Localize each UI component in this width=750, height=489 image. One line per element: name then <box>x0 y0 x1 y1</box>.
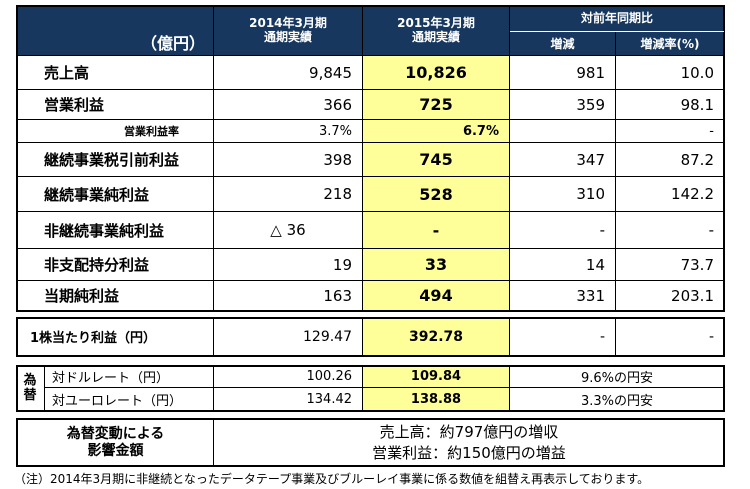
value-prev: △ 36 <box>270 221 306 239</box>
value-prev: 163 <box>323 286 352 305</box>
value-diff: 310 <box>576 185 605 203</box>
value-curr: - <box>363 212 509 248</box>
value-diff: 981 <box>576 63 605 82</box>
value-curr: 10,826 <box>363 56 509 89</box>
fx-impact-label-line2: 影響金額 <box>87 442 144 459</box>
value-rate: 10.0 <box>680 63 714 82</box>
fx-group-label-1: 為 <box>23 373 37 388</box>
value-curr: 725 <box>363 90 509 119</box>
value-curr: 494 <box>363 281 509 310</box>
row-label: 継続事業税引前利益 <box>44 151 180 169</box>
value-rate: 142.2 <box>671 185 714 203</box>
col-header-fy2015-line2: 通期実績 <box>411 30 460 44</box>
fx-impact-values: 売上高：約797億円の増収 営業利益：約150億円の増益 <box>214 420 724 465</box>
value-prev: 9,845 <box>309 63 352 82</box>
value-rate: 73.7 <box>680 255 714 274</box>
value-prev: 366 <box>323 95 352 114</box>
row-label: 営業利益率 <box>124 125 179 138</box>
col-header-change-label: 増減 <box>550 36 575 51</box>
row-label: 当期純利益 <box>44 287 120 305</box>
value-diff: - <box>599 328 605 345</box>
value-diff: 331 <box>576 286 605 305</box>
value-curr: 6.7% <box>462 123 499 139</box>
col-header-fy2015: 2015年3月期 通期実績 <box>363 5 509 55</box>
fx-usd-note: 9.6%の円安 <box>580 371 654 386</box>
value-prev: 129.47 <box>303 328 352 345</box>
fx-impact-label: 為替変動による 影響金額 <box>18 420 213 465</box>
col-header-fy2014: 2014年3月期 通期実績 <box>214 5 362 55</box>
footnote: （注）2014年3月期に非継続となったデータテープ事業及びブルーレイ事業に係る数… <box>14 471 650 486</box>
col-header-yoy-label: 対前年同期比 <box>580 11 653 25</box>
fx-usd-prev: 100.26 <box>306 369 353 384</box>
fx-usd-label: 対ドルレート（円） <box>52 371 170 386</box>
value-prev: 3.7% <box>318 123 352 139</box>
value-prev: 19 <box>332 255 352 274</box>
value-curr: 745 <box>363 143 509 176</box>
value-curr: 392.78 <box>363 318 509 355</box>
value-diff: 359 <box>576 95 605 114</box>
value-rate: 98.1 <box>680 95 714 114</box>
col-header-change-rate: 増減率(%) <box>616 32 724 55</box>
value-diff <box>510 120 615 142</box>
col-header-change-rate-label: 増減率(%) <box>640 36 700 51</box>
col-header-fy2014-line1: 2014年3月期 <box>249 16 327 30</box>
value-rate: - <box>708 221 714 239</box>
value-rate: - <box>708 328 714 345</box>
fx-eur-label: 対ユーロレート（円） <box>52 393 183 409</box>
value-rate: - <box>709 123 714 139</box>
fx-impact-label-line1: 為替変動による <box>66 425 165 442</box>
fx-group-label: 為 替 <box>18 366 42 410</box>
value-diff: 347 <box>576 150 605 169</box>
unit-label: （億円） <box>140 34 205 53</box>
fx-usd-curr: 109.84 <box>363 366 509 387</box>
fx-eur-note: 3.3%の円安 <box>580 393 654 409</box>
value-diff: 14 <box>585 255 605 274</box>
unit-header: （億円） <box>16 5 213 55</box>
fx-group-label-2: 替 <box>23 388 37 403</box>
value-prev: 398 <box>323 150 352 169</box>
col-header-fy2014-line2: 通期実績 <box>263 30 312 44</box>
value-curr: 33 <box>363 249 509 280</box>
row-label: 非支配持分利益 <box>44 256 150 274</box>
fx-impact-op: 営業利益：約150億円の増益 <box>372 443 566 462</box>
value-rate: 87.2 <box>680 150 714 169</box>
row-label: 営業利益 <box>44 96 105 114</box>
fx-impact-sales: 売上高：約797億円の増収 <box>379 422 559 441</box>
value-curr: 528 <box>363 177 509 211</box>
col-header-change: 増減 <box>510 32 615 55</box>
fx-eur-prev: 134.42 <box>306 391 353 407</box>
value-rate: 203.1 <box>671 286 714 305</box>
col-header-fy2015-line1: 2015年3月期 <box>397 16 475 30</box>
row-label: 非継続事業純利益 <box>44 221 165 240</box>
row-label: 売上高 <box>44 64 90 82</box>
fx-eur-curr: 138.88 <box>363 388 509 410</box>
col-header-yoy: 対前年同期比 <box>510 5 724 31</box>
row-label: 継続事業純利益 <box>44 185 150 204</box>
value-prev: 218 <box>323 185 352 203</box>
value-diff: - <box>599 221 605 239</box>
row-label: 1株当たり利益（円） <box>30 331 157 346</box>
